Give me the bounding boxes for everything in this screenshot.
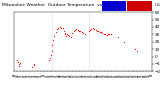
Point <box>70 36 72 37</box>
Point <box>98 31 101 33</box>
Point <box>64 34 67 35</box>
Point <box>50 50 53 51</box>
Point <box>52 40 54 41</box>
Point <box>78 30 80 31</box>
Point <box>63 32 66 34</box>
Point <box>83 33 86 34</box>
Point <box>48 59 50 60</box>
Point <box>74 29 76 31</box>
Point <box>65 34 68 35</box>
Point <box>32 65 35 66</box>
Point <box>100 31 102 33</box>
Point <box>60 27 62 28</box>
Point <box>49 57 52 59</box>
Point <box>16 60 18 61</box>
Point <box>17 62 19 63</box>
Point <box>50 54 52 56</box>
Point <box>56 28 58 30</box>
Point <box>90 28 93 30</box>
Point <box>54 31 57 33</box>
Point <box>63 30 65 31</box>
Point <box>89 29 91 31</box>
Point <box>134 48 137 50</box>
Point <box>53 35 56 37</box>
Point <box>93 28 96 30</box>
Point <box>17 63 20 65</box>
Point <box>71 32 73 34</box>
Point <box>104 34 107 35</box>
Point <box>19 62 21 64</box>
Point <box>101 32 104 34</box>
Point <box>96 30 98 31</box>
Point <box>61 28 64 29</box>
Point <box>72 31 75 32</box>
Point <box>68 35 71 37</box>
Point <box>67 34 69 36</box>
Point <box>87 30 90 31</box>
Point <box>65 35 67 37</box>
Point <box>108 33 111 34</box>
Point <box>31 66 34 68</box>
Point <box>109 34 112 35</box>
Point <box>76 29 79 31</box>
Point <box>79 31 82 32</box>
Point <box>75 28 78 30</box>
Point <box>18 65 20 67</box>
Text: Milwaukee Weather  Outdoor Temperature  vs Wind Chill  per Minute  (24 Hours): Milwaukee Weather Outdoor Temperature vs… <box>2 3 160 7</box>
Point <box>103 33 105 34</box>
Point <box>94 29 97 31</box>
Point <box>105 34 108 36</box>
Point <box>116 36 119 37</box>
Point <box>33 63 36 65</box>
Point <box>92 28 94 29</box>
Point <box>51 45 53 46</box>
Point <box>107 34 109 35</box>
Point <box>123 41 126 42</box>
Point <box>136 50 138 51</box>
Point <box>97 31 100 32</box>
Point <box>59 26 61 28</box>
Point <box>82 32 84 34</box>
Point <box>57 28 60 29</box>
Point <box>80 31 83 33</box>
